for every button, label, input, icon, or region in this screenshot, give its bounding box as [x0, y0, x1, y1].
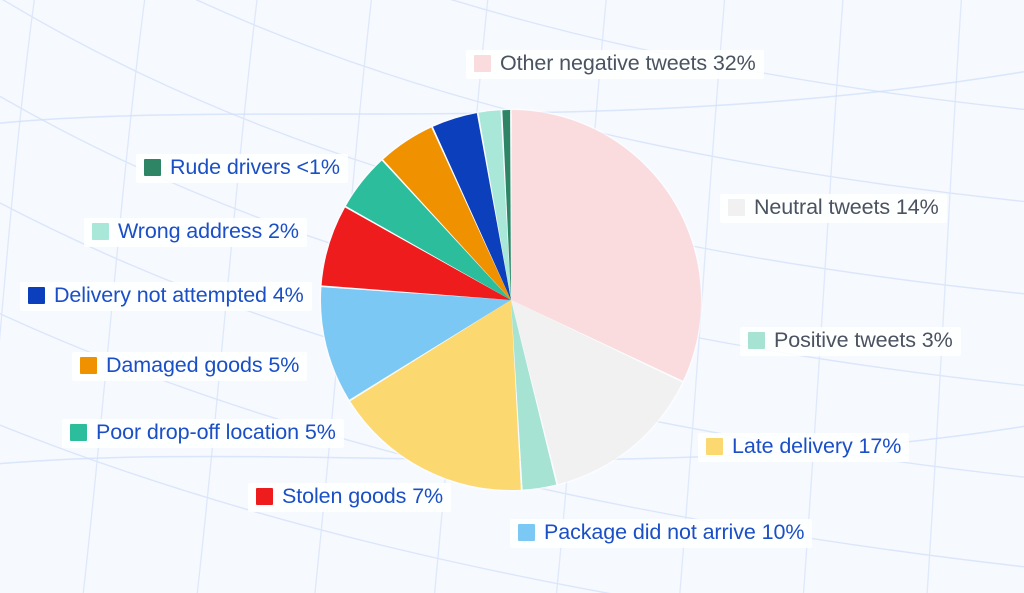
- pie-label-text: Stolen goods 7%: [282, 484, 444, 508]
- pie-label[interactable]: Neutral tweets 14%: [720, 194, 947, 223]
- pie-slice[interactable]: [383, 127, 511, 300]
- legend-swatch-icon: [474, 55, 491, 73]
- pie-label-text: Neutral tweets 14%: [754, 195, 939, 219]
- legend-swatch-icon: [518, 524, 535, 542]
- legend-swatch-icon: [92, 223, 109, 241]
- pie-label[interactable]: Late delivery 17%: [698, 433, 910, 462]
- pie-slice[interactable]: [511, 300, 557, 490]
- pie-label-text: Positive tweets 3%: [774, 328, 953, 352]
- pie-label[interactable]: Delivery not attempted 4%: [20, 282, 312, 311]
- pie-slice[interactable]: [345, 160, 511, 300]
- pie-label[interactable]: Wrong address 2%: [84, 218, 307, 247]
- legend-swatch-icon: [80, 357, 97, 375]
- pie-slice[interactable]: [478, 110, 511, 300]
- pie-label-text: Package did not arrive 10%: [544, 520, 805, 544]
- pie-label-text: Damaged goods 5%: [106, 353, 300, 377]
- legend-swatch-icon: [748, 332, 765, 350]
- legend-swatch-icon: [70, 424, 87, 442]
- pie-slice[interactable]: [502, 110, 511, 300]
- pie-label[interactable]: Package did not arrive 10%: [510, 519, 813, 548]
- pie-label[interactable]: Positive tweets 3%: [740, 327, 961, 356]
- legend-swatch-icon: [144, 159, 161, 177]
- pie-slice[interactable]: [321, 207, 511, 300]
- pie-slice-group: [320, 110, 702, 490]
- pie-slice[interactable]: [511, 110, 702, 381]
- legend-swatch-icon: [728, 199, 745, 217]
- pie-label[interactable]: Stolen goods 7%: [248, 483, 452, 512]
- pie-slice[interactable]: [432, 113, 511, 300]
- legend-swatch-icon: [28, 287, 45, 305]
- pie-label-text: Late delivery 17%: [732, 434, 902, 458]
- pie-label-text: Delivery not attempted 4%: [54, 283, 304, 307]
- pie-label[interactable]: Damaged goods 5%: [72, 352, 308, 381]
- pie-slice[interactable]: [511, 300, 683, 485]
- pie-label[interactable]: Poor drop-off location 5%: [62, 419, 344, 448]
- pie-label[interactable]: Other negative tweets 32%: [466, 50, 764, 79]
- legend-swatch-icon: [256, 488, 273, 506]
- pie-slice[interactable]: [350, 300, 521, 490]
- pie-label-text: Poor drop-off location 5%: [96, 420, 336, 444]
- pie-label-text: Other negative tweets 32%: [500, 51, 756, 75]
- pie-slice[interactable]: [320, 287, 511, 400]
- pie-label-text: Wrong address 2%: [118, 219, 299, 243]
- pie-label-text: Rude drivers <1%: [170, 155, 340, 179]
- legend-swatch-icon: [706, 438, 723, 456]
- pie-label[interactable]: Rude drivers <1%: [136, 154, 348, 183]
